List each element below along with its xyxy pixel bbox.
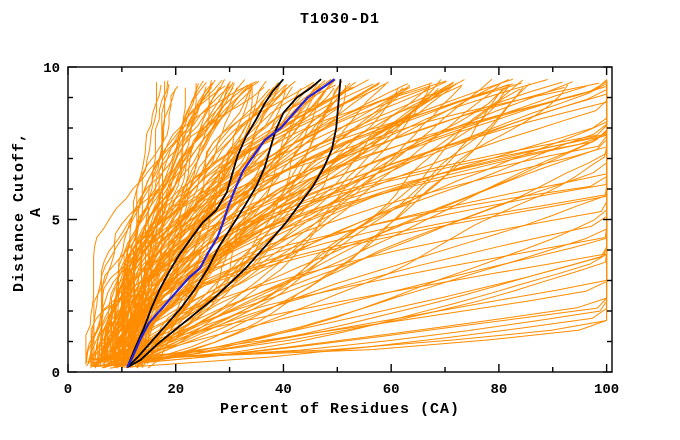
curve-prediction-ensemble [115,87,524,362]
curve-prediction-ensemble [86,79,223,364]
x-tick-label: 100 [594,382,619,398]
curve-prediction-ensemble [109,79,336,363]
curve-prediction-ensemble [113,80,447,365]
x-tick-label: 20 [167,382,184,398]
curve-prediction-ensemble [116,85,608,369]
curve-model-blue [126,78,336,368]
curve-prediction-ensemble [133,78,510,363]
curve-prediction-ensemble [92,83,409,367]
curve-prediction-ensemble [141,88,176,362]
curve-prediction-ensemble [115,87,439,362]
x-tick-label: 40 [275,382,292,398]
y-axis-label: Distance Cutoff, A [11,131,45,293]
curve-prediction-ensemble [95,86,310,361]
curve-prediction-ensemble [102,87,234,362]
curve-model-black-2 [126,78,322,369]
curve-prediction-ensemble [143,86,509,361]
curve-prediction-ensemble [91,82,600,367]
curve-prediction-ensemble [116,83,457,367]
x-tick-label: 60 [383,382,400,398]
curve-prediction-ensemble [141,79,465,363]
curve-prediction-ensemble [141,83,512,368]
curve-prediction-ensemble [104,82,608,366]
curve-model-black-3 [126,79,342,369]
curve-prediction-ensemble [117,85,179,360]
curve-prediction-ensemble [99,83,282,367]
curve-prediction-ensemble [103,83,374,368]
curve-prediction-ensemble [140,81,563,366]
x-tick-label: 0 [64,382,72,398]
curve-model-black-1 [126,78,285,368]
curve-prediction-ensemble [127,82,253,367]
curve-prediction-ensemble [108,80,169,364]
chart-title: T1030-D1 [299,11,380,28]
curve-prediction-ensemble [124,84,162,368]
y-tick-label: 5 [52,214,60,230]
x-tick-label: 80 [490,382,507,398]
curve-prediction-ensemble [102,87,212,361]
curve-prediction-ensemble [85,80,257,365]
curve-prediction-ensemble [110,79,442,363]
x-axis-label: Percent of Residues (CA) [219,401,461,418]
curve-prediction-ensemble [93,86,265,361]
curve-prediction-ensemble [135,83,321,368]
curve-prediction-ensemble [127,87,238,361]
curve-prediction-ensemble [110,80,447,365]
curve-prediction-ensemble [87,79,216,364]
curve-prediction-ensemble [131,83,251,368]
curve-prediction-ensemble [109,88,504,363]
curve-prediction-ensemble [88,87,404,362]
curve-prediction-ensemble [122,86,462,361]
curve-prediction-ensemble [127,80,343,365]
y-tick-label: 0 [52,366,60,382]
curve-prediction-ensemble [109,88,253,362]
y-tick-label: 10 [43,61,60,77]
